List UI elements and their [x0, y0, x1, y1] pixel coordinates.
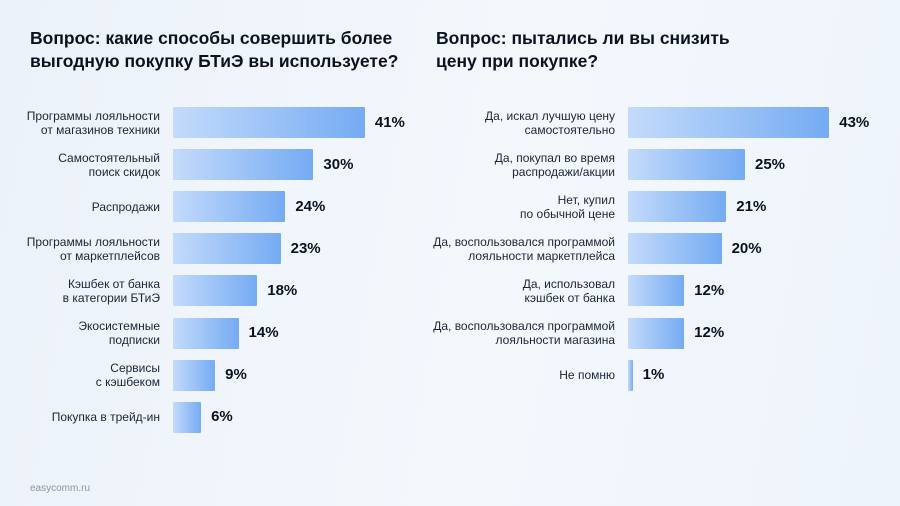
bar-track: 12% [628, 275, 725, 307]
bar-row: Программы лояльности от магазинов техник… [0, 107, 420, 138]
bar [628, 233, 722, 265]
bar [173, 149, 314, 181]
bar-track: 41% [173, 107, 405, 138]
category-label: Нет, купил по обычной цене [520, 192, 615, 221]
category-label: Да, искал лучшую цену самостоятельно [485, 108, 615, 137]
bar-row: Не помню 1% [420, 359, 900, 391]
price-reduction-chart: Вопрос: пытались ли вы снизить цену при … [420, 0, 900, 506]
category-label: Сервисы с кэшбеком [95, 361, 160, 390]
chart-title: Вопрос: какие способы совершить более вы… [30, 28, 399, 71]
bar-track: 43% [628, 107, 869, 138]
purchase-methods-chart: Вопрос: какие способы совершить более вы… [0, 0, 420, 506]
bar-list: Да, искал лучшую цену самостоятельно 43% Д… [420, 0, 900, 506]
value-label: 12% [694, 281, 725, 299]
bar [173, 401, 202, 433]
bar [628, 317, 685, 349]
value-label: 43% [839, 113, 870, 131]
bar-row: Да, использовал кэшбек от банка 12% [420, 275, 900, 307]
bar-track: 23% [173, 233, 321, 265]
bar [628, 275, 685, 307]
value-label: 30% [323, 155, 354, 173]
bar [173, 191, 286, 223]
value-label: 24% [295, 197, 326, 215]
bar-track: 1% [628, 359, 665, 391]
bar-track: 9% [173, 359, 247, 391]
value-label: 21% [736, 197, 767, 215]
bar [173, 359, 216, 391]
footer-site-name: easycomm.ru [30, 483, 91, 494]
value-label: 23% [290, 239, 321, 257]
category-label: Да, воспользовался программой лояльности… [433, 319, 615, 347]
bar-track: 30% [173, 149, 354, 181]
category-label: Да, воспользовался программой лояльности… [433, 234, 615, 263]
value-label: 14% [248, 324, 279, 341]
value-label: 9% [225, 366, 247, 384]
chart-title: Вопрос: пытались ли вы снизить цену при … [436, 28, 730, 71]
bar [173, 233, 281, 265]
category-label: Экосистемные подписки [78, 319, 160, 347]
bar [628, 107, 830, 138]
category-label: Покупка в трейд-ин [51, 410, 160, 425]
bar-track: 21% [628, 191, 767, 223]
category-label: Да, использовал кэшбек от банка [522, 276, 615, 305]
bar-track: 6% [173, 401, 233, 433]
bar-row: Программы лояльности от маркетплейсов 23% [0, 233, 420, 265]
bar-track: 18% [173, 275, 298, 307]
value-label: 25% [755, 155, 786, 173]
bar-row: Да, воспользовался программой лояльности… [420, 317, 900, 349]
category-label: Не помню [559, 368, 615, 383]
category-label: Программы лояльности от магазинов техник… [26, 108, 160, 137]
bar-track: 14% [173, 317, 279, 349]
value-label: 6% [211, 408, 233, 426]
bar [173, 107, 365, 138]
bar-row: Да, искал лучшую цену самостоятельно 43% [420, 107, 900, 138]
bar-row: Да, воспользовался программой лояльности… [420, 233, 900, 265]
bar-row: Самостоятельный поиск скидок 30% [0, 149, 420, 181]
value-label: 12% [694, 324, 725, 341]
value-label: 41% [374, 113, 405, 131]
bar-row: Да, покупал во время распродажи/акции 25% [420, 149, 900, 181]
category-label: Распродажи [91, 199, 160, 214]
value-label: 1% [642, 366, 665, 384]
bar-track: 12% [628, 317, 725, 349]
bar-row: Покупка в трейд-ин 6% [0, 401, 420, 433]
bar-row: Нет, купил по обычной цене 21% [420, 191, 900, 223]
bar-row: Кэшбек от банка в категории БТиЭ 18% [0, 275, 420, 307]
bar-row: Экосистемные подписки 14% [0, 317, 420, 349]
bar-list: Программы лояльности от магазинов техник… [0, 0, 420, 506]
category-label: Кэшбек от банка в категории БТиЭ [62, 276, 160, 305]
bar-row: Сервисы с кэшбеком 9% [0, 359, 420, 391]
bar-track: 25% [628, 149, 786, 181]
bar [173, 317, 239, 349]
bar-track: 20% [628, 233, 762, 265]
bar [628, 359, 633, 391]
bar [628, 149, 745, 181]
bar-track: 24% [173, 191, 326, 223]
bar [173, 275, 258, 307]
category-label: Программы лояльности от маркетплейсов [26, 234, 160, 263]
bar-row: Распродажи 24% [0, 191, 420, 223]
value-label: 18% [267, 281, 298, 299]
bar [628, 191, 727, 223]
category-label: Самостоятельный поиск скидок [58, 150, 160, 179]
value-label: 20% [731, 239, 762, 257]
category-label: Да, покупал во время распродажи/акции [494, 150, 615, 179]
